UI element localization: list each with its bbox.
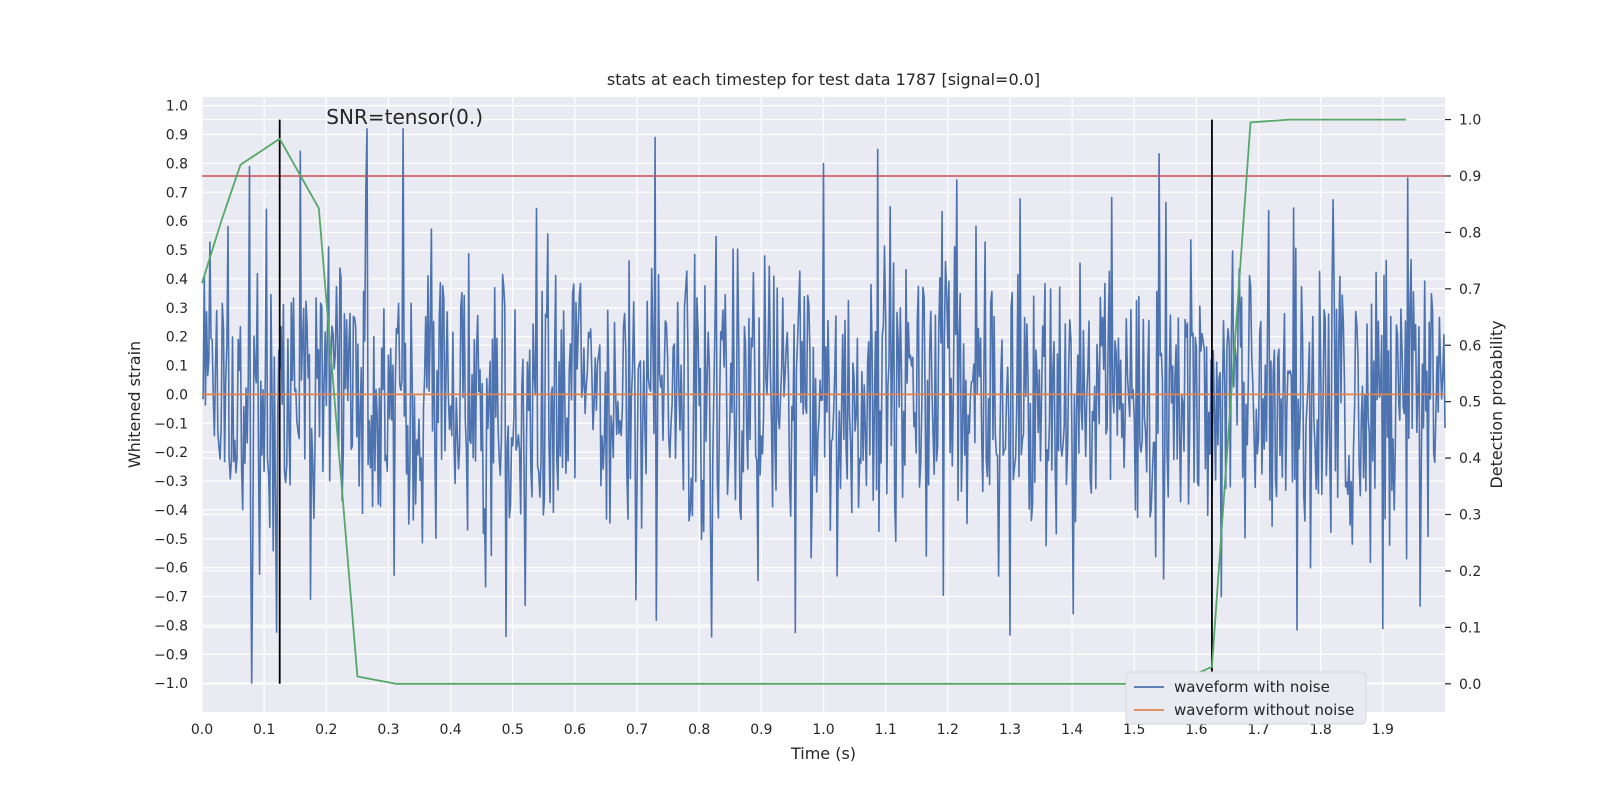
y-tick-label: 0.8 <box>166 156 188 172</box>
y-tick-label: 0.1 <box>166 359 188 375</box>
x-axis-label: Time (s) <box>790 744 856 763</box>
x-tick-label: 0.9 <box>750 722 772 738</box>
y2-tick-label: 0.3 <box>1459 508 1481 524</box>
x-tick-label: 0.8 <box>688 722 710 738</box>
x-tick-label: 0.7 <box>626 722 648 738</box>
y-tick-label: −0.4 <box>154 503 188 519</box>
y-tick-label: −0.2 <box>154 445 188 461</box>
chart-title: stats at each timestep for test data 178… <box>607 70 1040 89</box>
y-tick-label: −1.0 <box>154 676 188 692</box>
x-tick-label: 1.9 <box>1372 722 1394 738</box>
y-tick-label: 0.4 <box>166 272 188 288</box>
legend-box <box>1125 671 1367 725</box>
y2-tick-label: 0.4 <box>1459 451 1481 467</box>
y-tick-label: 0.0 <box>166 387 188 403</box>
y2-tick-label: 1.0 <box>1459 113 1481 129</box>
y2-tick-label: 0.2 <box>1459 564 1481 580</box>
y-tick-label: 0.2 <box>166 330 188 346</box>
y2-tick-label: 0.0 <box>1459 677 1481 693</box>
x-tick-label: 1.6 <box>1185 722 1207 738</box>
y2-tick-label: 0.1 <box>1459 620 1481 636</box>
y-axis-label: Whitened strain <box>125 341 144 468</box>
y-tick-label: 0.7 <box>166 185 188 201</box>
y-tick-label: −0.1 <box>154 416 188 432</box>
x-tick-label: 1.8 <box>1310 722 1332 738</box>
y-tick-label: 0.6 <box>166 214 188 230</box>
x-tick-label: 1.0 <box>812 722 834 738</box>
y2-axis-label: Detection probability <box>1487 320 1506 488</box>
y-tick-label: 0.9 <box>166 128 188 144</box>
y-tick-label: 1.0 <box>166 99 188 115</box>
snr-annotation: SNR=tensor(0.) <box>326 105 483 129</box>
y2-tick-label: 0.7 <box>1459 282 1481 298</box>
x-tick-label: 0.0 <box>191 722 213 738</box>
y2-tick-label: 0.9 <box>1459 169 1481 185</box>
x-tick-label: 0.2 <box>315 722 337 738</box>
x-tick-label: 1.2 <box>937 722 959 738</box>
x-tick-label: 1.7 <box>1247 722 1269 738</box>
y2-tick-label: 0.5 <box>1459 395 1481 411</box>
legend-entry-label: waveform without noise <box>1174 701 1354 719</box>
y-tick-label: −0.7 <box>154 590 188 606</box>
x-tick-label: 0.1 <box>253 722 275 738</box>
x-tick-label: 0.5 <box>502 722 524 738</box>
y-tick-label: −0.9 <box>154 647 188 663</box>
y-tick-label: 0.3 <box>166 301 188 317</box>
axes-layer: 0.0 0.1 0.2 0.3 0.4 0.5 0.6 0.7 0.8 0.9 1.0 1.1 1.2 1… <box>154 99 1481 738</box>
x-tick-label: 1.4 <box>1061 722 1083 738</box>
x-tick-label: 0.6 <box>564 722 586 738</box>
series-waveform-with-noise <box>201 128 1446 684</box>
y2-tick-label: 0.6 <box>1459 338 1481 354</box>
legend-entry-label: waveform with noise <box>1174 678 1330 696</box>
x-tick-label: 1.1 <box>875 722 897 738</box>
y-tick-label: −0.3 <box>154 474 188 490</box>
y-tick-label: −0.6 <box>154 561 188 577</box>
legend: waveform with noise waveform without nois… <box>1125 671 1367 725</box>
x-tick-label: 0.4 <box>439 722 461 738</box>
y-tick-label: 0.5 <box>166 243 188 259</box>
x-tick-label: 0.3 <box>377 722 399 738</box>
y-tick-label: −0.5 <box>154 532 188 548</box>
y2-tick-label: 0.8 <box>1459 225 1481 241</box>
x-tick-label: 1.5 <box>1123 722 1145 738</box>
y-tick-label: −0.8 <box>154 618 188 634</box>
x-tick-label: 1.3 <box>999 722 1021 738</box>
